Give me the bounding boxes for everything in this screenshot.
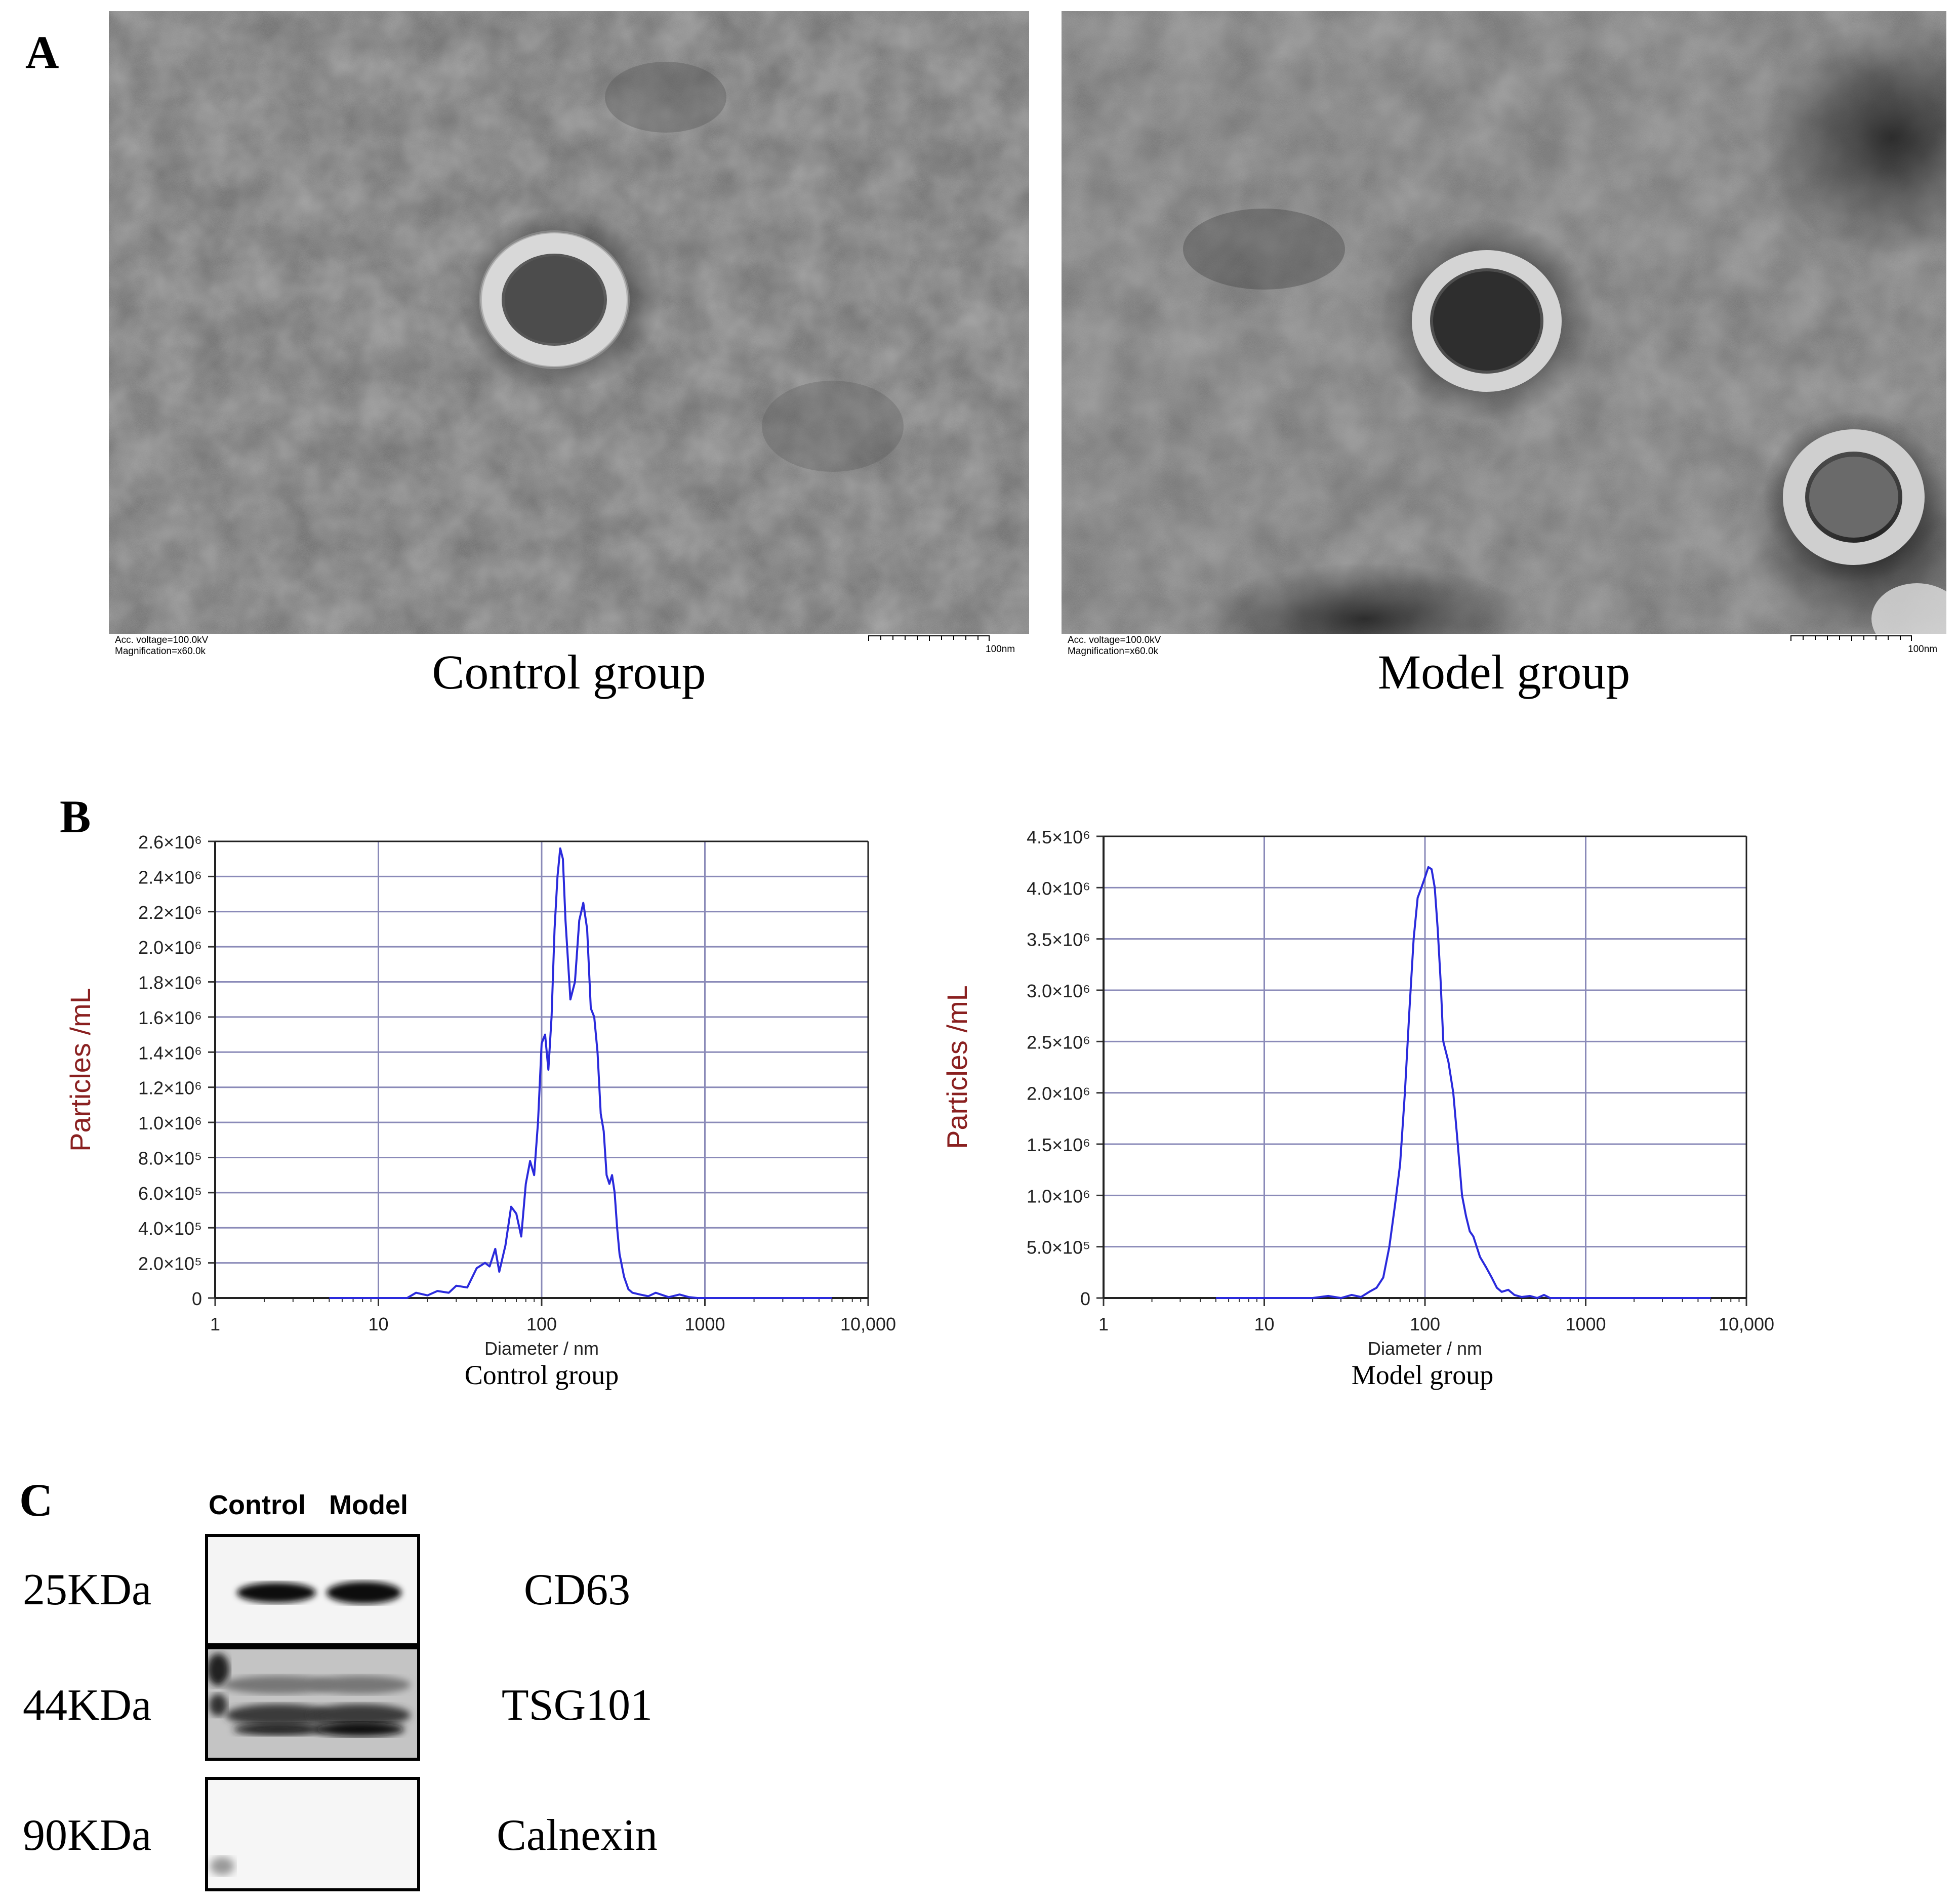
panel-letter-c: C xyxy=(19,1474,53,1526)
y-tick-label: 4.0×10⁵ xyxy=(138,1218,202,1239)
tem-voltage: Acc. voltage=100.0kV xyxy=(115,635,209,645)
series-line xyxy=(1215,866,1711,1299)
y-tick-label: 3.0×10⁶ xyxy=(1027,981,1090,1001)
tem-scale-bar xyxy=(868,635,990,641)
y-tick-label: 6.0×10⁵ xyxy=(138,1183,202,1204)
tem-micrograph-model xyxy=(1062,11,1957,674)
protein-label-tsg101: TSG101 xyxy=(501,1681,653,1730)
x-tick-label: 10 xyxy=(368,1314,388,1334)
y-axis-label: Particles /mL xyxy=(64,988,96,1152)
blot-tsg101 xyxy=(205,1646,420,1761)
blot-calnexin xyxy=(205,1777,420,1891)
tem-meta-model: Acc. voltage=100.0kV Magnification=x60.0… xyxy=(1068,635,1161,657)
lane-label-control: Control xyxy=(209,1490,306,1520)
y-tick-label: 8.0×10⁵ xyxy=(138,1148,202,1168)
y-tick-label: 2.0×10⁶ xyxy=(1027,1083,1090,1104)
y-tick-label: 1.4×10⁶ xyxy=(138,1042,202,1063)
nta-chart-model: 0 5.0×10⁵ 1.0×10⁶ 1.5×10⁶ 2.0×10⁶ 2.5×10⁶ 3.0×… xyxy=(941,827,1774,1359)
y-tick-label: 3.5×10⁶ xyxy=(1027,929,1090,950)
y-tick-label: 2.4×10⁶ xyxy=(138,867,202,887)
mw-label-calnexin: 90KDa xyxy=(23,1811,152,1860)
tem-meta-control: Acc. voltage=100.0kV Magnification=x60.0… xyxy=(115,635,208,657)
y-axis-label: Particles /mL xyxy=(941,985,973,1149)
x-tick-label: 1000 xyxy=(684,1314,725,1334)
nta-chart-control: 0 2.0×10⁵ 4.0×10⁵ 6.0×10⁵ 8.0×10⁵ 1.0×10⁶ 1.2×… xyxy=(64,832,896,1359)
panel-letter-a: A xyxy=(25,26,59,78)
y-tick-label: 0 xyxy=(1080,1288,1090,1309)
y-tick-label: 0 xyxy=(192,1288,202,1309)
y-tick-label: 4.5×10⁶ xyxy=(1027,827,1090,847)
tem-image-model: Acc. voltage=100.0kV Magnification=x60.0… xyxy=(1062,11,1957,674)
y-tick-label: 2.5×10⁶ xyxy=(1027,1032,1090,1052)
protein-label-calnexin: Calnexin xyxy=(497,1811,658,1860)
x-tick-label: 100 xyxy=(1410,1314,1440,1334)
lane-label-model: Model xyxy=(329,1490,408,1520)
tem-scale-label: 100nm xyxy=(986,644,1015,655)
mw-label-tsg101: 44KDa xyxy=(23,1681,152,1730)
tem-caption-control: Control group xyxy=(432,645,706,699)
y-tick-label: 2.2×10⁶ xyxy=(138,902,202,923)
y-tick-label: 1.0×10⁶ xyxy=(1027,1186,1090,1206)
tem-scale-bar xyxy=(1790,635,1912,641)
mw-label-cd63: 25KDa xyxy=(23,1565,152,1614)
x-tick-label: 10,000 xyxy=(1719,1314,1774,1334)
y-tick-label: 1.8×10⁶ xyxy=(138,973,202,993)
x-tick-label: 10,000 xyxy=(840,1314,896,1334)
blot-cd63 xyxy=(205,1534,420,1646)
panel-letter-b: B xyxy=(60,791,91,842)
x-tick-label: 1 xyxy=(210,1314,220,1334)
y-tick-label: 2.6×10⁶ xyxy=(138,832,202,853)
blot-bands-cd63 xyxy=(237,1582,401,1604)
y-tick-label: 2.0×10⁵ xyxy=(138,1253,202,1274)
y-tick-label: 4.0×10⁶ xyxy=(1027,878,1090,899)
protein-label-cd63: CD63 xyxy=(523,1565,631,1614)
series-line xyxy=(329,847,832,1299)
x-axis-label: Diameter / nm xyxy=(1368,1338,1482,1359)
blot-bands-calnexin xyxy=(210,1857,234,1875)
chart-caption-model: Model group xyxy=(1351,1360,1494,1390)
tem-magnification: Magnification=x60.0k xyxy=(1068,646,1159,657)
tem-voltage: Acc. voltage=100.0kV xyxy=(1068,635,1161,645)
tem-micrograph-control xyxy=(109,11,1029,634)
tem-scale-label: 100nm xyxy=(1908,644,1938,655)
y-tick-label: 1.2×10⁶ xyxy=(138,1078,202,1099)
y-tick-label: 1.0×10⁶ xyxy=(138,1113,202,1133)
chart-caption-control: Control group xyxy=(464,1360,619,1390)
y-tick-label: 2.0×10⁶ xyxy=(138,937,202,958)
y-tick-label: 5.0×10⁵ xyxy=(1027,1237,1090,1258)
blot-bands-tsg101 xyxy=(208,1649,417,1758)
tem-caption-model: Model group xyxy=(1377,645,1630,699)
y-tick-label: 1.5×10⁶ xyxy=(1027,1135,1090,1155)
tem-magnification: Magnification=x60.0k xyxy=(115,646,206,657)
x-tick-label: 10 xyxy=(1254,1314,1274,1334)
x-tick-label: 1 xyxy=(1098,1314,1109,1334)
tem-image-control: Acc. voltage=100.0kV Magnification=x60.0… xyxy=(109,11,1029,657)
x-axis-label: Diameter / nm xyxy=(484,1338,599,1359)
x-tick-label: 100 xyxy=(526,1314,557,1334)
x-tick-label: 1000 xyxy=(1565,1314,1606,1334)
y-tick-label: 1.6×10⁶ xyxy=(138,1007,202,1028)
